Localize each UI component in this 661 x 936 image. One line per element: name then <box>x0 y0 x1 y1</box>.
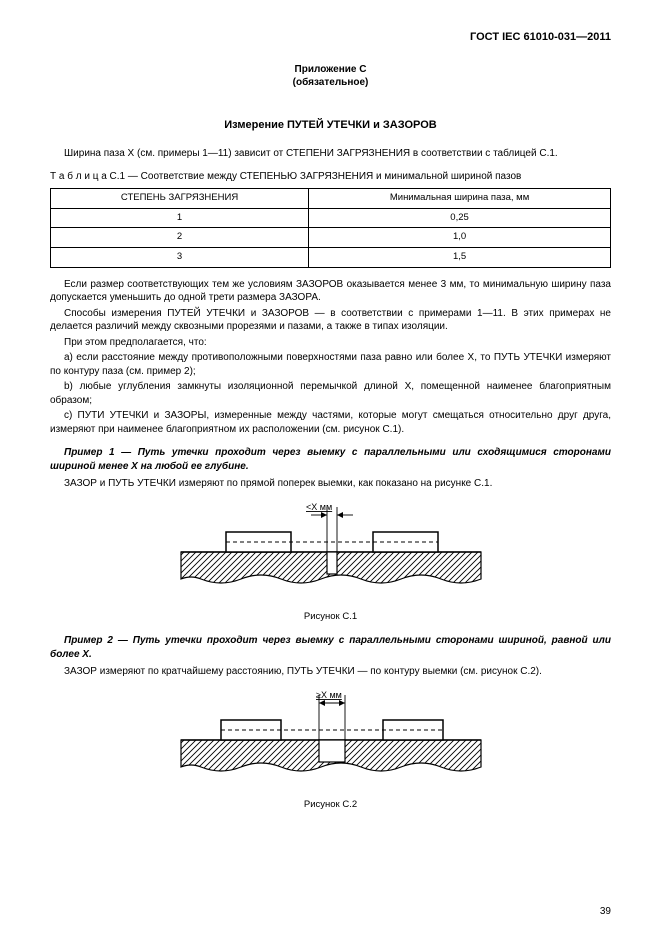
body-paragraph: При этом предполагается, что: <box>50 336 611 350</box>
table-row: 3 1,5 <box>51 248 611 268</box>
table-row: 1 0,25 <box>51 208 611 228</box>
figure-c1: <X мм <box>50 497 611 602</box>
figure-c2-caption: Рисунок С.2 <box>50 799 611 812</box>
appendix-label: Приложение С <box>50 63 611 77</box>
example-2-title: Пример 2 — Путь утечки проходит через вы… <box>50 634 611 661</box>
section-title: Измерение ПУТЕЙ УТЕЧКИ и ЗАЗОРОВ <box>50 118 611 133</box>
example-1-title: Пример 1 — Путь утечки проходит через вы… <box>50 446 611 473</box>
page-number: 39 <box>600 905 611 919</box>
pollution-table: СТЕПЕНЬ ЗАГРЯЗНЕНИЯ Минимальная ширина п… <box>50 188 611 268</box>
document-id: ГОСТ IEC 61010-031—2011 <box>50 30 611 45</box>
figure-c2: ≥X мм <box>50 685 611 790</box>
table-header: СТЕПЕНЬ ЗАГРЯЗНЕНИЯ <box>51 188 309 208</box>
intro-paragraph: Ширина паза X (см. примеры 1—11) зависит… <box>50 147 611 161</box>
mandatory-label: (обязательное) <box>50 76 611 90</box>
example-1-text: ЗАЗОР и ПУТЬ УТЕЧКИ измеряют по прямой п… <box>50 477 611 491</box>
body-paragraph: Способы измерения ПУТЕЙ УТЕЧКИ и ЗАЗОРОВ… <box>50 307 611 334</box>
body-paragraph: Если размер соответствующих тем же услов… <box>50 278 611 305</box>
table-cell: 3 <box>51 248 309 268</box>
figure-label: ≥X мм <box>316 690 342 700</box>
table-row: 2 1,0 <box>51 228 611 248</box>
table-cell: 1,0 <box>309 228 611 248</box>
table-cell: 2 <box>51 228 309 248</box>
page: ГОСТ IEC 61010-031—2011 Приложение С (об… <box>0 0 661 936</box>
table-cell: 1,5 <box>309 248 611 268</box>
figure-label: <X мм <box>306 502 332 512</box>
table-row: СТЕПЕНЬ ЗАГРЯЗНЕНИЯ Минимальная ширина п… <box>51 188 611 208</box>
table-caption: Т а б л и ц а С.1 — Соответствие между С… <box>50 170 611 184</box>
table-header: Минимальная ширина паза, мм <box>309 188 611 208</box>
body-paragraph: b) любые углубления замкнуты изоляционно… <box>50 380 611 407</box>
body-paragraph: а) если расстояние между противоположным… <box>50 351 611 378</box>
figure-c1-caption: Рисунок С.1 <box>50 611 611 624</box>
table-cell: 1 <box>51 208 309 228</box>
body-paragraph: с) ПУТИ УТЕЧКИ и ЗАЗОРЫ, измеренные межд… <box>50 409 611 436</box>
table-cell: 0,25 <box>309 208 611 228</box>
example-2-text: ЗАЗОР измеряют по кратчайшему расстоянию… <box>50 665 611 679</box>
